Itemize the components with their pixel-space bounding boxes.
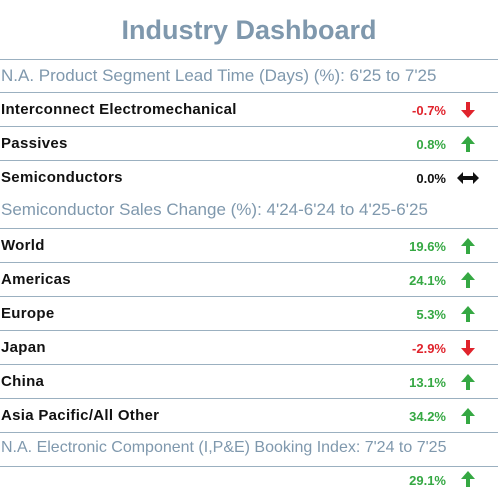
up-arrow-icon [461,306,475,322]
section-header-semiconductor-sales: Semiconductor Sales Change (%): 4'24-6'2… [0,195,498,229]
table-row: Semiconductors 0.0% [0,161,498,195]
up-arrow-icon [461,374,475,390]
row-label: Semiconductors [1,169,123,186]
row-value: -0.7% [412,103,446,118]
left-right-arrow-icon [457,172,479,184]
section-title: Semiconductor Sales Change (%): 4'24-6'2… [1,200,428,219]
row-label: World [1,237,45,254]
table-row: 29.1% [0,466,498,490]
up-arrow-icon [461,136,475,152]
up-arrow-icon [461,238,475,254]
section-title: N.A. Electronic Component (I,P&E) Bookin… [1,439,447,456]
down-arrow-icon [461,340,475,356]
table-row: Europe 5.3% [0,297,498,331]
section-title: N.A. Product Segment Lead Time (Days) (%… [1,66,437,85]
row-label: Europe [1,305,55,322]
table-row: China 13.1% [0,365,498,399]
row-label: Japan [1,339,46,356]
page-title: Industry Dashboard [121,15,377,45]
row-value: 0.0% [416,171,446,186]
table-row: Japan -2.9% [0,331,498,365]
section-header-lead-time: N.A. Product Segment Lead Time (Days) (%… [0,59,498,93]
up-arrow-icon [461,272,475,288]
row-label: Asia Pacific/All Other [1,407,160,424]
up-arrow-icon [461,408,475,424]
row-value: 34.2% [409,409,446,424]
row-label: Passives [1,135,68,152]
row-label: Interconnect Electromechanical [1,101,237,118]
table-row: Asia Pacific/All Other 34.2% [0,399,498,433]
row-value: 24.1% [409,273,446,288]
table-row: World 19.6% [0,229,498,263]
row-value: -2.9% [412,341,446,356]
row-label: China [1,373,45,390]
row-value: 0.8% [416,137,446,152]
row-value: 13.1% [409,375,446,390]
row-label: Americas [1,271,71,288]
table-row: Passives 0.8% [0,127,498,161]
row-value: 5.3% [416,307,446,322]
row-value: 19.6% [409,239,446,254]
table-row: Americas 24.1% [0,263,498,297]
table-row: Interconnect Electromechanical -0.7% [0,93,498,127]
section-header-booking-index: N.A. Electronic Component (I,P&E) Bookin… [0,433,498,467]
down-arrow-icon [461,102,475,118]
row-value: 29.1% [409,473,446,488]
up-arrow-icon [461,471,475,487]
